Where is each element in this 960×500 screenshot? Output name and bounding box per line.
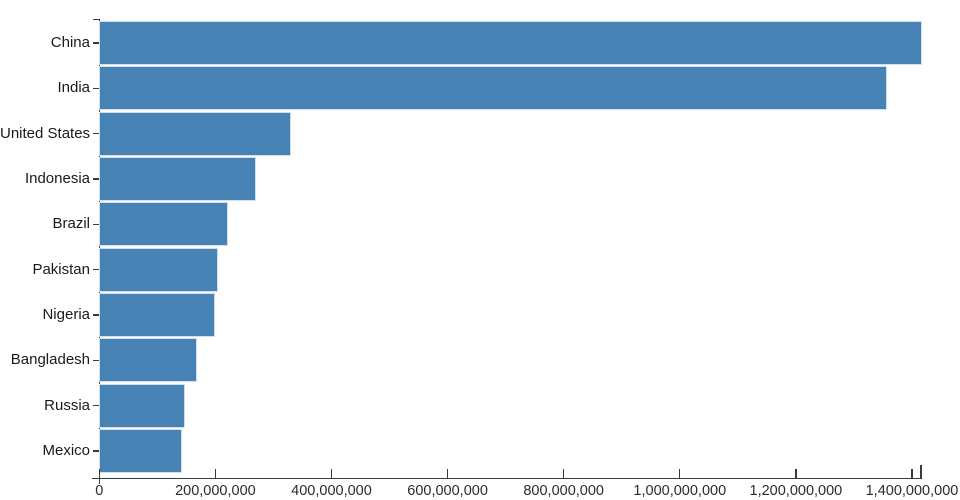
x-tick-label: 200,000,000 [175,483,256,499]
category-label: Mexico [42,442,90,460]
category-label: Nigeria [42,306,90,324]
y-tick [92,314,99,316]
category-label: Brazil [52,215,90,233]
bar-india [99,66,887,111]
y-tick [92,87,99,90]
y-axis-top-cap [93,19,100,21]
y-axis-bottom-cap [92,477,100,479]
x-tick [911,469,913,478]
category-label: Indonesia [24,170,90,188]
bar-brazil [98,202,229,247]
category-label: India [57,79,90,97]
category-label: Pakistan [32,260,90,278]
y-tick [92,269,99,271]
y-tick [92,178,99,180]
y-axis-line [99,19,101,478]
y-tick [92,223,99,226]
y-tick [92,450,99,452]
y-tick [92,42,99,44]
bar-nigeria [99,293,215,338]
x-tick-label: 1,000,000,000 [633,483,727,499]
bar-united-states [99,111,291,156]
x-tick [562,469,565,478]
bar-bangladesh [98,338,198,383]
y-tick [92,359,99,362]
x-tick [446,469,449,478]
x-tick [214,469,217,478]
x-tick [98,469,100,484]
bar-china [98,21,923,65]
category-label: Russia [44,396,90,414]
bar-russia [99,383,185,428]
y-tick [92,405,99,407]
y-tick [92,133,99,135]
category-label: Bangladesh [10,351,90,369]
bar-mexico [99,429,182,474]
x-tick [330,469,333,478]
x-tick [679,469,681,478]
category-label: United States [0,124,91,142]
category-label: China [50,34,90,51]
x-axis-end-cap [920,465,922,478]
x-tick-label: 800,000,000 [523,483,604,499]
x-tick-label: 600,000,000 [407,483,488,499]
x-tick-label: 400,000,000 [291,483,372,499]
bar-pakistan [99,247,218,292]
x-tick [795,469,797,478]
x-axis-line [99,477,922,479]
x-tick-label: 1,200,000,000 [749,483,843,499]
x-tick-label: 0 [95,483,104,499]
bar-indonesia [99,157,256,202]
x-tick-label: 1,400,000,000 [865,483,959,499]
